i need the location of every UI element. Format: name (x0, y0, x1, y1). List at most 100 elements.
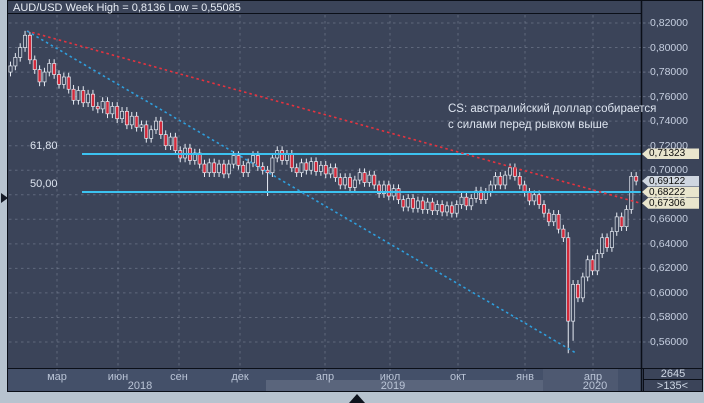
candle-up (231, 155, 236, 165)
candle-down (420, 200, 425, 210)
candle-down (430, 201, 435, 212)
y-axis-label: 0,56000 (650, 336, 688, 348)
candle-down (144, 124, 149, 139)
candle-up (61, 76, 66, 85)
steep-down-trendline (26, 30, 578, 355)
candle-up (285, 153, 289, 161)
candle-down (27, 34, 32, 61)
candle-up (251, 155, 255, 164)
x-axis-month-label: сен (170, 371, 188, 383)
candle-up (270, 157, 275, 174)
x-axis-month-label: дек (231, 371, 249, 383)
candle-down (386, 184, 391, 197)
candle-down (605, 237, 610, 248)
candle-down (537, 194, 542, 205)
candle-down (338, 177, 343, 186)
candle-down (527, 191, 532, 202)
x-axis-year-label: 2019 (380, 380, 406, 392)
candle-up (459, 196, 464, 205)
candle-up (100, 101, 105, 110)
candle-down (362, 172, 367, 183)
price-marker-arrow-icon (1, 193, 8, 203)
candle-up (154, 120, 158, 131)
candle-up (382, 184, 386, 194)
candle-down (71, 88, 76, 101)
candle-up (120, 110, 124, 120)
x-axis-year-label: 2020 (582, 380, 608, 392)
candle-down (289, 153, 294, 169)
y-axis-label: 0,66000 (650, 213, 688, 226)
price-tag: 0,67306 (642, 197, 699, 209)
candle-down (280, 150, 285, 161)
candle-down (37, 69, 42, 83)
candle-down (173, 136, 178, 151)
price-tag: 0,69122 (642, 175, 699, 187)
y-axis-label: 0,80000 (650, 41, 688, 54)
candle-up (435, 204, 440, 212)
x-axis-month-label: окт (449, 371, 467, 383)
candle-down (464, 196, 469, 207)
scroll-up-arrow-icon[interactable] (349, 394, 365, 403)
bars-total-readout: 2645 (643, 369, 702, 380)
candle-up (8, 65, 13, 73)
candle-down (372, 174, 377, 186)
candle-up (246, 162, 251, 174)
candle-down (57, 74, 61, 85)
y-axis-label: 0,58000 (650, 311, 688, 324)
candle-down (124, 110, 129, 126)
candle-up (309, 161, 314, 171)
candle-down (202, 163, 207, 174)
candle-up (425, 201, 430, 210)
candle-up (217, 163, 221, 174)
candle-up (580, 276, 585, 299)
candle-down (542, 204, 546, 214)
price-tag: 0,68222 (642, 186, 699, 198)
candle-up (415, 200, 420, 209)
x-axis-month-label: апр (583, 371, 603, 383)
candle-down (440, 204, 445, 213)
candle-up (483, 191, 488, 201)
fib-level-label: 50,00 (30, 178, 58, 191)
candle-down (66, 76, 71, 90)
candle-up (624, 209, 629, 228)
x-axis-year-label: 2018 (127, 380, 153, 392)
candle-down (314, 161, 319, 172)
candle-up (23, 34, 28, 48)
candle-down (294, 167, 299, 174)
y-axis-label: 0,64000 (650, 237, 688, 250)
resistance-down-trendline (26, 30, 641, 205)
candle-up (207, 162, 212, 174)
candle-down (304, 162, 309, 171)
candle-up (367, 174, 372, 183)
candle-down (255, 155, 260, 167)
candle-up (585, 259, 590, 278)
candle-up (13, 57, 18, 67)
candle-down (556, 214, 561, 230)
candle-up (357, 172, 362, 181)
scrollbar-thumb[interactable] (543, 369, 618, 391)
candle-up (86, 93, 91, 104)
candle-down (333, 167, 338, 178)
candle-down (52, 63, 57, 75)
candle-up (76, 90, 81, 101)
candle-up (614, 216, 619, 232)
candle-down (81, 90, 86, 104)
candle-down (590, 259, 595, 272)
x-axis-month-label: мар (47, 371, 67, 383)
candle-up (551, 214, 556, 223)
candle-up (600, 237, 605, 255)
candle-up (318, 164, 323, 172)
chart-panel (7, 0, 703, 392)
candle-up (406, 198, 411, 208)
candle-down (575, 283, 580, 299)
x-axis-month-label: июн (107, 371, 129, 383)
y-axis-label: 0,78000 (650, 66, 688, 79)
y-axis-label: 0,70000 (650, 164, 688, 177)
data-range-scrollbar[interactable] (266, 380, 618, 391)
candle-down (348, 177, 352, 188)
candle-up (299, 162, 304, 174)
candle-down (566, 237, 571, 322)
candle-down (241, 164, 246, 174)
candle-up (226, 163, 231, 175)
